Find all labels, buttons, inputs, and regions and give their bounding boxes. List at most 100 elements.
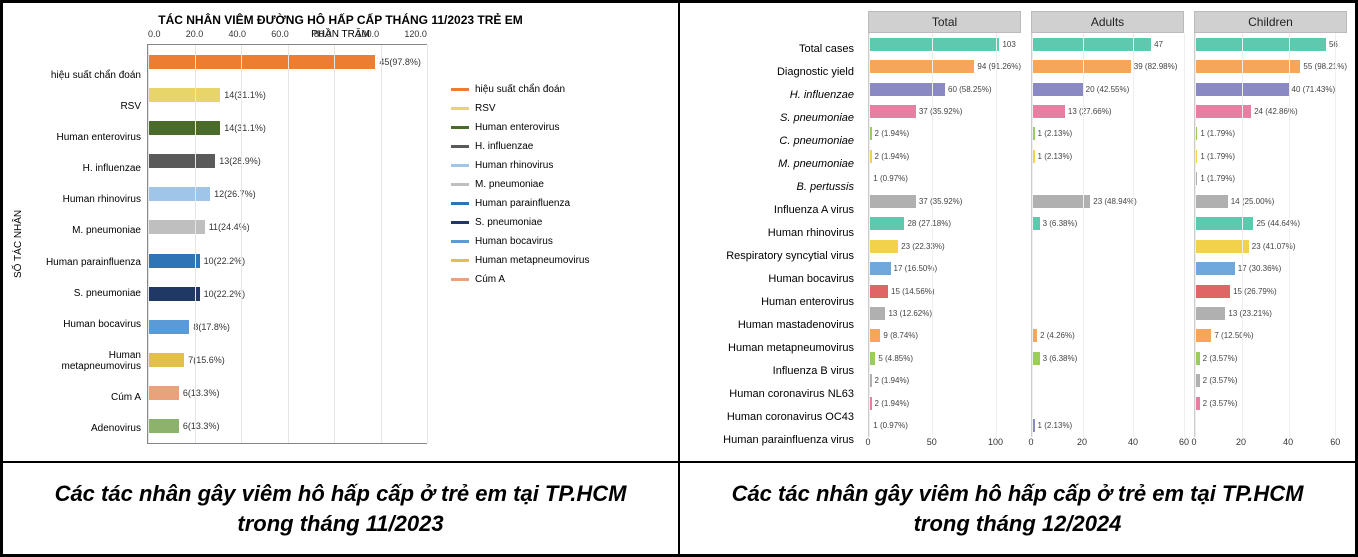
right-chart-bar-label: 2 (1.94%)	[875, 399, 910, 408]
right-chart-category-label: Human mastadenovirus	[688, 313, 858, 336]
right-chart-bar-row: 2 (4.26%)	[1032, 325, 1184, 347]
legend-swatch	[451, 278, 469, 281]
right-chart-bar-row: 3 (6.38%)	[1032, 213, 1184, 235]
right-chart-bar	[1032, 217, 1040, 230]
panel-ticks-total: 050100	[868, 437, 1021, 451]
right-chart-bar-row: 9 (8.74%)	[869, 325, 1021, 347]
right-chart-category-label: Respiratory syncytial virus	[688, 244, 858, 267]
right-chart-bar-row	[1032, 168, 1184, 190]
left-chart-legend-item: RSV	[451, 103, 670, 114]
legend-swatch	[451, 164, 469, 167]
left-chart-category-label: Cúm A	[27, 392, 141, 403]
right-chart-bar	[869, 329, 880, 342]
right-chart-bar	[1032, 60, 1131, 73]
right-chart-bar-label: 5 (4.85%)	[878, 354, 913, 363]
right-chart-category-label: Human coronavirus OC43	[688, 405, 858, 428]
right-chart-bar	[1195, 307, 1225, 320]
right-chart-bar-row: 5 (4.85%)	[869, 347, 1021, 369]
right-chart-bar-row: 1 (2.13%)	[1032, 414, 1184, 436]
left-chart-bar-label: 6(13.3%)	[183, 388, 220, 398]
left-chart-bar-label: 8(17.8%)	[193, 322, 230, 332]
right-chart-bar-label: 39 (82.98%)	[1134, 62, 1178, 71]
right-chart-bar-row: 55 (98.21%)	[1195, 55, 1347, 77]
right-chart-bar-label: 40 (71.43%)	[1292, 85, 1336, 94]
right-chart-bar-label: 17 (16.50%)	[894, 264, 938, 273]
legend-label: H. influenzae	[475, 141, 533, 152]
right-chart-bar-label: 94 (91.26%)	[977, 62, 1021, 71]
left-chart-category-label: Human metapneumovirus	[27, 350, 141, 372]
left-chart-legend-item: Human parainfluenza	[451, 198, 670, 209]
right-chart-bar-label: 13 (12.62%)	[888, 309, 932, 318]
right-chart-bar-row: 47	[1032, 33, 1184, 55]
panel-ticks-children: 0204060	[1194, 437, 1347, 451]
right-chart-bar-label: 47	[1154, 40, 1163, 49]
right-chart-bar-row: 25 (44.64%)	[1195, 213, 1347, 235]
right-chart-bar-row: 23 (48.94%)	[1032, 190, 1184, 212]
right-chart-category-label: B. pertussis	[688, 175, 858, 198]
right-chart-bar-label: 1 (0.97%)	[873, 174, 908, 183]
legend-swatch	[451, 183, 469, 186]
left-chart-legend-item: hiệu suất chẩn đoán	[451, 84, 670, 95]
left-chart-xticks: 0.020.040.060.080.0100.0120.0	[148, 29, 427, 39]
left-chart-category-label: RSV	[27, 101, 141, 112]
right-chart-bar-row: 23 (41.07%)	[1195, 235, 1347, 257]
left-chart-bar	[148, 287, 200, 301]
right-chart-category-label: Influenza A virus	[688, 198, 858, 221]
right-chart-category-label: Total cases	[688, 37, 858, 60]
right-chart-bar-row: 60 (58.25%)	[869, 78, 1021, 100]
left-chart-ylabel: SỐ TÁC NHÂN	[11, 44, 27, 444]
left-chart-legend-item: S. pneumoniae	[451, 217, 670, 228]
legend-label: Human rhinovirus	[475, 160, 553, 171]
legend-swatch	[451, 107, 469, 110]
right-chart-bar-row: 1 (1.79%)	[1195, 145, 1347, 167]
right-chart-category-label: Human coronavirus NL63	[688, 382, 858, 405]
legend-label: Human enterovirus	[475, 122, 559, 133]
right-chart-bar-row: 2 (1.94%)	[869, 123, 1021, 145]
left-chart-bar-label: 6(13.3%)	[183, 421, 220, 431]
right-chart-category-label: Diagnostic yield	[688, 60, 858, 83]
right-chart-tick: 100	[988, 437, 1003, 447]
legend-swatch	[451, 126, 469, 129]
right-chart-bar-row: 2 (3.57%)	[1195, 347, 1347, 369]
left-chart-category-label: M. pneumoniae	[27, 225, 141, 236]
right-chart-tick: 40	[1128, 437, 1138, 447]
left-chart-category-label: Adenovirus	[27, 423, 141, 434]
left-chart-bar-label: 10(22.2%)	[204, 289, 246, 299]
right-chart-bar-row: 28 (27.18%)	[869, 213, 1021, 235]
left-chart-category-label: H. influenzae	[27, 163, 141, 174]
left-chart-category-label: S. pneumoniae	[27, 288, 141, 299]
right-chart-bar-label: 1 (2.13%)	[1038, 421, 1073, 430]
left-chart-legend-item: Cúm A	[451, 274, 670, 285]
right-chart-bar-row: 1 (0.97%)	[869, 168, 1021, 190]
right-chart-bar-row: 15 (26.79%)	[1195, 280, 1347, 302]
right-chart-bar-label: 15 (14.56%)	[891, 287, 935, 296]
panel-header-total: Total	[868, 11, 1021, 33]
right-chart-bar-row: 40 (71.43%)	[1195, 78, 1347, 100]
right-chart-bar	[1195, 240, 1249, 253]
comparison-table: TÁC NHÂN VIÊM ĐƯỜNG HÔ HẤP CẤP THÁNG 11/…	[0, 0, 1358, 557]
right-chart-panel-adults: Adults 4739 (82.98%)20 (42.55%)13 (27.66…	[1031, 11, 1184, 451]
legend-swatch	[451, 202, 469, 205]
right-chart-bar-label: 1 (1.79%)	[1200, 174, 1235, 183]
right-chart-category-label: Human bocavirus	[688, 267, 858, 290]
right-chart-bar	[1032, 105, 1065, 118]
right-chart-bar-label: 9 (8.74%)	[883, 331, 918, 340]
left-chart-legend-item: Human rhinovirus	[451, 160, 670, 171]
right-chart-bar-label: 23 (48.94%)	[1093, 197, 1137, 206]
legend-swatch	[451, 145, 469, 148]
right-chart-bar-label: 2 (3.57%)	[1203, 354, 1238, 363]
left-chart-bar-label: 11(24.4%)	[209, 222, 250, 232]
right-chart-bar	[1195, 195, 1228, 208]
right-chart-bar-label: 7 (12.50%)	[1214, 331, 1253, 340]
left-chart-bar-label: 45(97.8%)	[379, 57, 421, 67]
right-chart-bar-row: 56	[1195, 33, 1347, 55]
right-chart-bar-label: 56	[1329, 40, 1338, 49]
right-chart-bar-label: 1 (2.13%)	[1038, 129, 1073, 138]
right-chart-bar	[869, 285, 888, 298]
left-chart-bar	[148, 220, 205, 234]
left-chart-bar	[148, 254, 200, 268]
left-chart-tick: 40.0	[228, 29, 246, 39]
right-chart-bar-row: 3 (6.38%)	[1032, 347, 1184, 369]
right-chart-tick: 20	[1236, 437, 1246, 447]
right-chart-bar-label: 55 (98.21%)	[1303, 62, 1347, 71]
